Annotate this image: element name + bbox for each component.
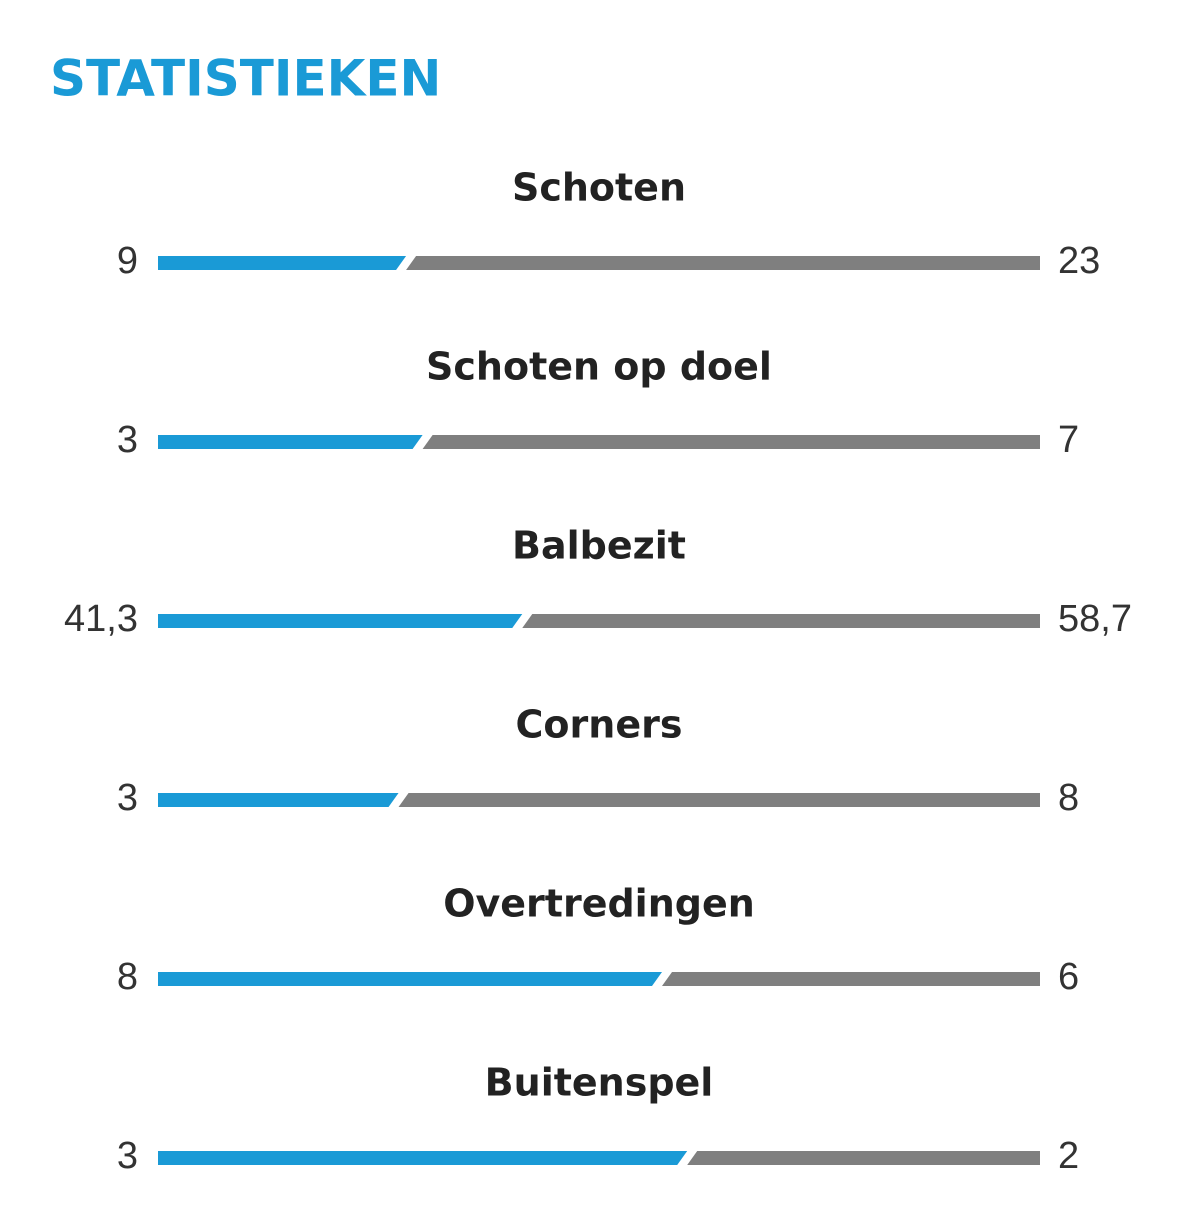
home-value: 8 <box>117 956 138 998</box>
home-value: 3 <box>117 777 138 819</box>
home-bar <box>158 793 399 807</box>
away-bar <box>522 614 1040 628</box>
stat-label: Corners <box>516 703 683 747</box>
stat-label: Schoten op doel <box>426 345 772 389</box>
away-bar <box>687 1151 1040 1165</box>
stat-label: Buitenspel <box>485 1061 714 1105</box>
away-bar <box>406 256 1040 270</box>
home-bar <box>158 1151 688 1165</box>
home-value: 41,3 <box>64 598 138 640</box>
home-bar <box>158 614 523 628</box>
away-value: 8 <box>1058 777 1079 819</box>
away-value: 23 <box>1058 240 1100 282</box>
away-bar <box>398 793 1041 807</box>
home-value: 3 <box>117 1135 138 1177</box>
stat-label: Balbezit <box>512 524 686 568</box>
home-bar <box>158 256 407 270</box>
home-bar <box>158 972 662 986</box>
title: STATISTIEKEN <box>50 50 441 108</box>
away-value: 7 <box>1058 419 1079 461</box>
stat-label: Overtredingen <box>443 882 755 926</box>
away-value: 6 <box>1058 956 1079 998</box>
home-value: 3 <box>117 419 138 461</box>
home-value: 9 <box>117 240 138 282</box>
away-bar <box>662 972 1040 986</box>
away-value: 58,7 <box>1058 598 1132 640</box>
stat-label: Schoten <box>512 166 686 210</box>
home-bar <box>158 435 423 449</box>
away-bar <box>422 435 1041 449</box>
away-value: 2 <box>1058 1135 1079 1177</box>
